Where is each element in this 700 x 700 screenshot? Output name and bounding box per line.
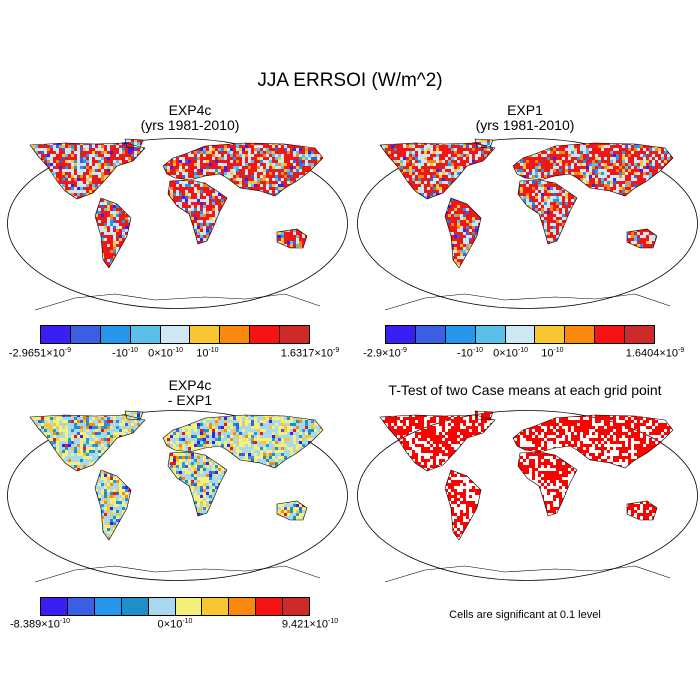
colorbar-exp1-tick-label: 1.6404×10-9	[626, 347, 685, 360]
colorbar-difference-swatch-4	[148, 598, 176, 615]
colorbar-exp4c-ticks: -2.9651×10-9 -10-10 0×10-10 10-10 1.6317×10-…	[9, 347, 339, 361]
antarctica-coastline	[34, 293, 321, 311]
coastline	[29, 142, 146, 200]
colorbar-exp1-ticks: -2.9×10-9 -10-10 0×10-10 10-10 1.6404×10-9	[363, 347, 684, 361]
coastline	[626, 500, 658, 521]
colorbar-exp1-swatch-0	[386, 326, 416, 343]
colorbar-exp4c-swatch-2	[100, 326, 131, 343]
colorbar-exp1-swatch-7	[595, 326, 626, 343]
colorbar-difference-tick-label: 9.421×10-10	[282, 618, 338, 631]
coastline	[474, 138, 494, 149]
colorbar-exp4c-swatch-3	[130, 326, 161, 343]
colorbar-difference-swatch-9	[283, 598, 310, 615]
coastline	[124, 138, 144, 149]
coastline	[512, 414, 674, 469]
colorbar-difference-ticks: -8.389×10-10 0×10-10 9.421×10-10	[10, 618, 338, 632]
colorbar-exp4c-swatch-7	[250, 326, 281, 343]
colorbar-exp4c	[40, 325, 310, 344]
antarctica-coastline	[384, 565, 671, 583]
panel-2-title-line1: EXP1	[365, 103, 685, 118]
colorbar-exp1-tick-label: 0×10-10	[493, 347, 528, 360]
coastline	[379, 414, 496, 472]
coastline	[512, 142, 674, 197]
colorbar-exp4c-tick-label: -10-10	[112, 347, 138, 360]
panel-4-title: T-Test of two Case means at each grid po…	[350, 383, 700, 398]
colorbar-exp1-swatch-2	[445, 326, 476, 343]
map-exp4c	[7, 138, 348, 311]
coastline	[94, 197, 132, 269]
panel-4-title-line1: T-Test of two Case means at each grid po…	[350, 383, 700, 398]
coastline	[94, 469, 132, 541]
coastline	[474, 410, 494, 421]
colorbar-exp4c-swatch-0	[41, 326, 71, 343]
colorbar-difference-swatch-7	[229, 598, 257, 615]
colorbar-exp1-tick-label: -2.9×10-9	[363, 347, 407, 360]
colorbar-exp4c-swatch-8	[280, 326, 310, 343]
coastline	[276, 228, 308, 249]
colorbar-exp1-swatch-5	[535, 326, 566, 343]
colorbar-difference-swatch-8	[256, 598, 284, 615]
coastline	[379, 142, 496, 200]
map-difference	[7, 410, 348, 583]
colorbar-exp4c-swatch-4	[160, 326, 191, 343]
coastline	[162, 414, 324, 469]
coastline	[167, 179, 228, 245]
antarctica-coastline	[34, 565, 321, 583]
coastline	[444, 469, 482, 541]
figure-title: JJA ERRSOI (W/m^2)	[0, 70, 700, 92]
map-ttest	[357, 410, 698, 583]
coastline	[276, 500, 308, 521]
panel-2-title-line2: (yrs 1981-2010)	[365, 118, 685, 133]
coastline	[517, 451, 578, 517]
coastline	[29, 414, 146, 472]
coastline	[444, 197, 482, 269]
panel-3-title: EXP4c - EXP1	[30, 378, 350, 408]
antarctica-coastline	[384, 293, 671, 311]
colorbar-exp1-swatch-1	[415, 326, 446, 343]
colorbar-difference	[40, 597, 310, 616]
colorbar-exp4c-swatch-5	[190, 326, 221, 343]
panel-2-title: EXP1 (yrs 1981-2010)	[365, 103, 685, 133]
colorbar-difference-swatch-0	[41, 598, 68, 615]
coastline	[167, 451, 228, 517]
panel-1-title: EXP4c (yrs 1981-2010)	[30, 103, 350, 133]
colorbar-exp4c-tick-label: -2.9651×10-9	[9, 347, 71, 360]
colorbar-exp1-swatch-4	[505, 326, 536, 343]
colorbar-exp4c-tick-label: 1.6317×10-9	[281, 347, 340, 360]
colorbar-exp4c-tick-label: 10-10	[196, 347, 218, 360]
colorbar-exp1-swatch-6	[565, 326, 596, 343]
panel-3-title-line2: - EXP1	[30, 393, 350, 408]
colorbar-exp1-tick-label: -10-10	[457, 347, 483, 360]
colorbar-exp4c-tick-label: 0×10-10	[148, 347, 183, 360]
colorbar-exp4c-swatch-6	[220, 326, 251, 343]
colorbar-difference-swatch-5	[175, 598, 203, 615]
panel-1-title-line1: EXP4c	[30, 103, 350, 118]
colorbar-difference-swatch-6	[202, 598, 230, 615]
coastline	[162, 142, 324, 197]
colorbar-exp1-swatch-3	[475, 326, 506, 343]
colorbar-exp1	[385, 325, 655, 344]
panel-1-title-line2: (yrs 1981-2010)	[30, 118, 350, 133]
panel-3-title-line1: EXP4c	[30, 378, 350, 393]
colorbar-exp1-tick-label: 10-10	[541, 347, 563, 360]
colorbar-exp4c-swatch-1	[70, 326, 101, 343]
map-exp1	[357, 138, 698, 311]
coastline	[517, 179, 578, 245]
colorbar-exp1-swatch-8	[625, 326, 655, 343]
colorbar-difference-swatch-3	[121, 598, 149, 615]
significance-note: Cells are significant at 0.1 level	[350, 609, 700, 621]
colorbar-difference-swatch-2	[94, 598, 122, 615]
colorbar-difference-swatch-1	[67, 598, 95, 615]
coastline	[124, 410, 144, 421]
colorbar-difference-tick-label: -8.389×10-10	[10, 618, 70, 631]
coastline	[626, 228, 658, 249]
colorbar-difference-tick-label: 0×10-10	[158, 618, 193, 631]
